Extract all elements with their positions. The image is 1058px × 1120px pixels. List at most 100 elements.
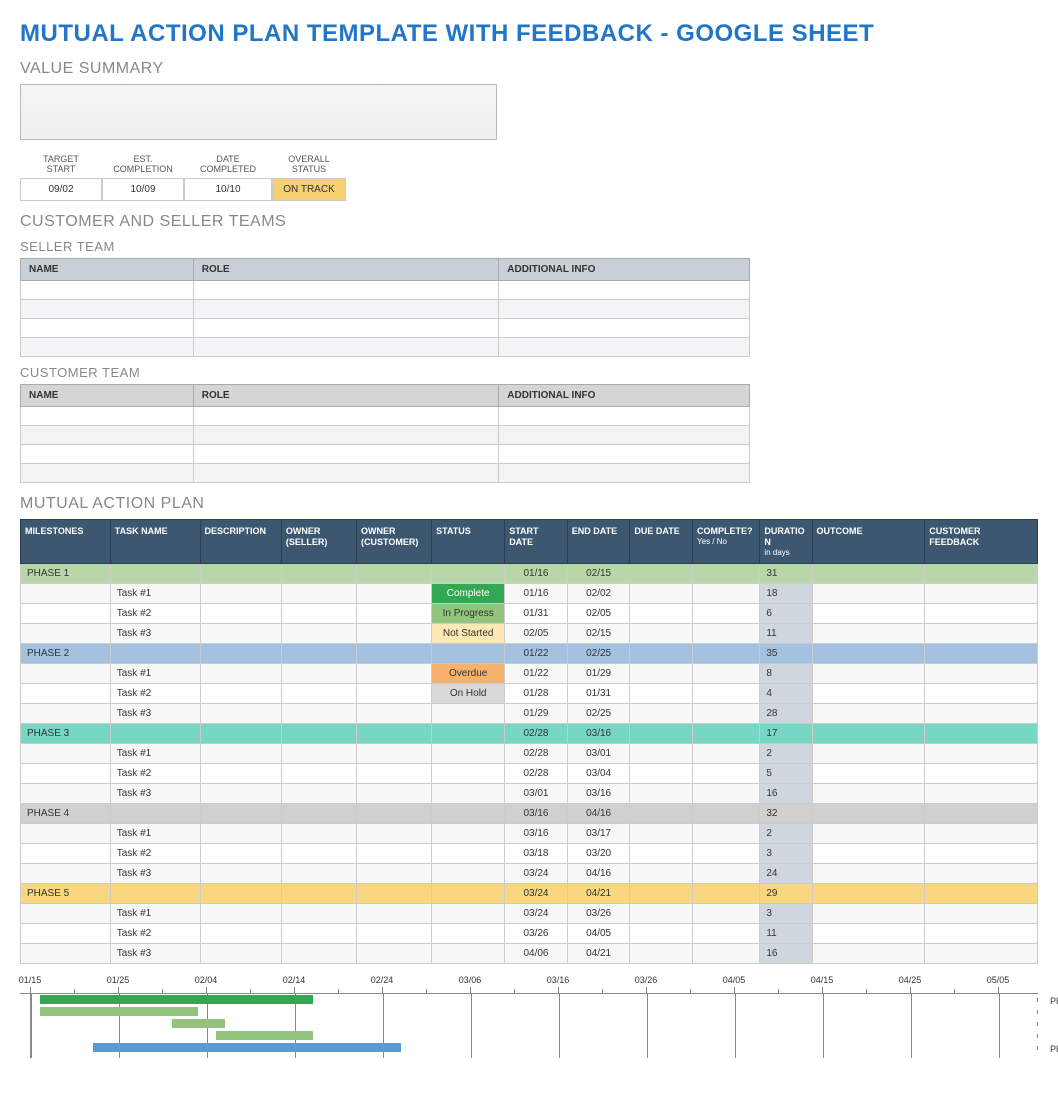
plan-cell[interactable]: 03/26 (567, 904, 630, 924)
plan-cell[interactable] (925, 824, 1038, 844)
plan-cell[interactable] (925, 644, 1038, 664)
plan-cell[interactable] (630, 784, 693, 804)
plan-cell[interactable] (21, 584, 111, 604)
plan-cell[interactable] (21, 704, 111, 724)
plan-cell[interactable] (630, 804, 693, 824)
plan-cell[interactable] (630, 624, 693, 644)
plan-cell[interactable] (693, 724, 760, 744)
plan-cell[interactable]: 11 (760, 624, 812, 644)
plan-cell[interactable] (200, 784, 281, 804)
plan-cell[interactable] (630, 564, 693, 584)
plan-cell[interactable] (200, 884, 281, 904)
plan-cell[interactable]: 02/05 (505, 624, 568, 644)
table-row[interactable] (21, 338, 750, 357)
plan-cell[interactable] (281, 644, 356, 664)
team-cell[interactable] (21, 445, 194, 464)
team-cell[interactable] (21, 407, 194, 426)
plan-cell[interactable]: 03/26 (505, 924, 568, 944)
table-row[interactable]: Task #3Not Started02/0502/1511 (21, 624, 1038, 644)
plan-cell[interactable]: 01/29 (567, 664, 630, 684)
plan-cell[interactable] (812, 584, 925, 604)
plan-cell[interactable] (812, 604, 925, 624)
plan-cell[interactable]: 03/18 (505, 844, 568, 864)
plan-cell[interactable]: Task #3 (110, 944, 200, 964)
plan-cell[interactable] (925, 624, 1038, 644)
plan-cell[interactable] (281, 784, 356, 804)
plan-cell[interactable] (432, 704, 505, 724)
plan-cell[interactable] (630, 884, 693, 904)
plan-cell[interactable] (693, 624, 760, 644)
plan-cell[interactable] (812, 624, 925, 644)
plan-cell[interactable] (281, 704, 356, 724)
plan-cell[interactable] (357, 724, 432, 744)
team-cell[interactable] (193, 407, 499, 426)
plan-cell[interactable] (432, 904, 505, 924)
plan-cell[interactable]: Complete (432, 584, 505, 604)
plan-cell[interactable] (357, 944, 432, 964)
plan-cell[interactable] (200, 944, 281, 964)
plan-cell[interactable]: 35 (760, 644, 812, 664)
plan-cell[interactable]: 03/24 (505, 884, 568, 904)
plan-cell[interactable] (110, 804, 200, 824)
plan-cell[interactable]: 3 (760, 904, 812, 924)
plan-cell[interactable]: 04/21 (567, 884, 630, 904)
plan-cell[interactable] (693, 764, 760, 784)
plan-cell[interactable] (693, 844, 760, 864)
plan-cell[interactable] (812, 644, 925, 664)
plan-cell[interactable] (432, 864, 505, 884)
plan-cell[interactable] (925, 564, 1038, 584)
plan-cell[interactable] (925, 764, 1038, 784)
plan-cell[interactable]: Task #1 (110, 744, 200, 764)
plan-cell[interactable] (357, 844, 432, 864)
plan-cell[interactable] (21, 604, 111, 624)
table-row[interactable] (21, 407, 750, 426)
table-row[interactable]: PHASE 503/2404/2129 (21, 884, 1038, 904)
plan-cell[interactable]: Task #2 (110, 684, 200, 704)
plan-cell[interactable]: 32 (760, 804, 812, 824)
plan-cell[interactable] (200, 864, 281, 884)
table-row[interactable]: Task #301/2902/2528 (21, 704, 1038, 724)
plan-cell[interactable] (812, 704, 925, 724)
plan-cell[interactable]: 31 (760, 564, 812, 584)
plan-cell[interactable] (812, 684, 925, 704)
plan-cell[interactable] (357, 824, 432, 844)
plan-cell[interactable]: PHASE 1 (21, 564, 111, 584)
plan-cell[interactable] (693, 924, 760, 944)
plan-cell[interactable]: 03/24 (505, 864, 568, 884)
plan-cell[interactable] (693, 664, 760, 684)
plan-cell[interactable] (432, 924, 505, 944)
plan-cell[interactable]: 02/28 (505, 724, 568, 744)
team-cell[interactable] (499, 464, 750, 483)
plan-cell[interactable] (200, 644, 281, 664)
team-cell[interactable] (499, 319, 750, 338)
plan-cell[interactable] (812, 564, 925, 584)
table-row[interactable]: Task #103/2403/263 (21, 904, 1038, 924)
plan-cell[interactable]: Task #3 (110, 864, 200, 884)
plan-cell[interactable]: 24 (760, 864, 812, 884)
plan-cell[interactable] (200, 924, 281, 944)
table-row[interactable]: Task #1Complete01/1602/0218 (21, 584, 1038, 604)
plan-cell[interactable] (432, 944, 505, 964)
plan-cell[interactable] (21, 684, 111, 704)
plan-cell[interactable] (630, 724, 693, 744)
plan-cell[interactable] (281, 564, 356, 584)
team-cell[interactable] (193, 464, 499, 483)
table-row[interactable]: Task #203/1803/203 (21, 844, 1038, 864)
plan-cell[interactable] (357, 624, 432, 644)
table-row[interactable] (21, 426, 750, 445)
plan-cell[interactable] (21, 744, 111, 764)
plan-cell[interactable] (812, 924, 925, 944)
plan-cell[interactable] (693, 884, 760, 904)
plan-cell[interactable]: 6 (760, 604, 812, 624)
plan-cell[interactable] (432, 764, 505, 784)
team-cell[interactable] (21, 426, 194, 445)
team-cell[interactable] (193, 281, 499, 300)
plan-cell[interactable] (693, 944, 760, 964)
plan-cell[interactable] (200, 804, 281, 824)
plan-cell[interactable] (357, 784, 432, 804)
plan-cell[interactable] (693, 804, 760, 824)
plan-cell[interactable] (357, 864, 432, 884)
plan-cell[interactable]: PHASE 4 (21, 804, 111, 824)
plan-cell[interactable] (630, 644, 693, 664)
plan-cell[interactable] (200, 684, 281, 704)
